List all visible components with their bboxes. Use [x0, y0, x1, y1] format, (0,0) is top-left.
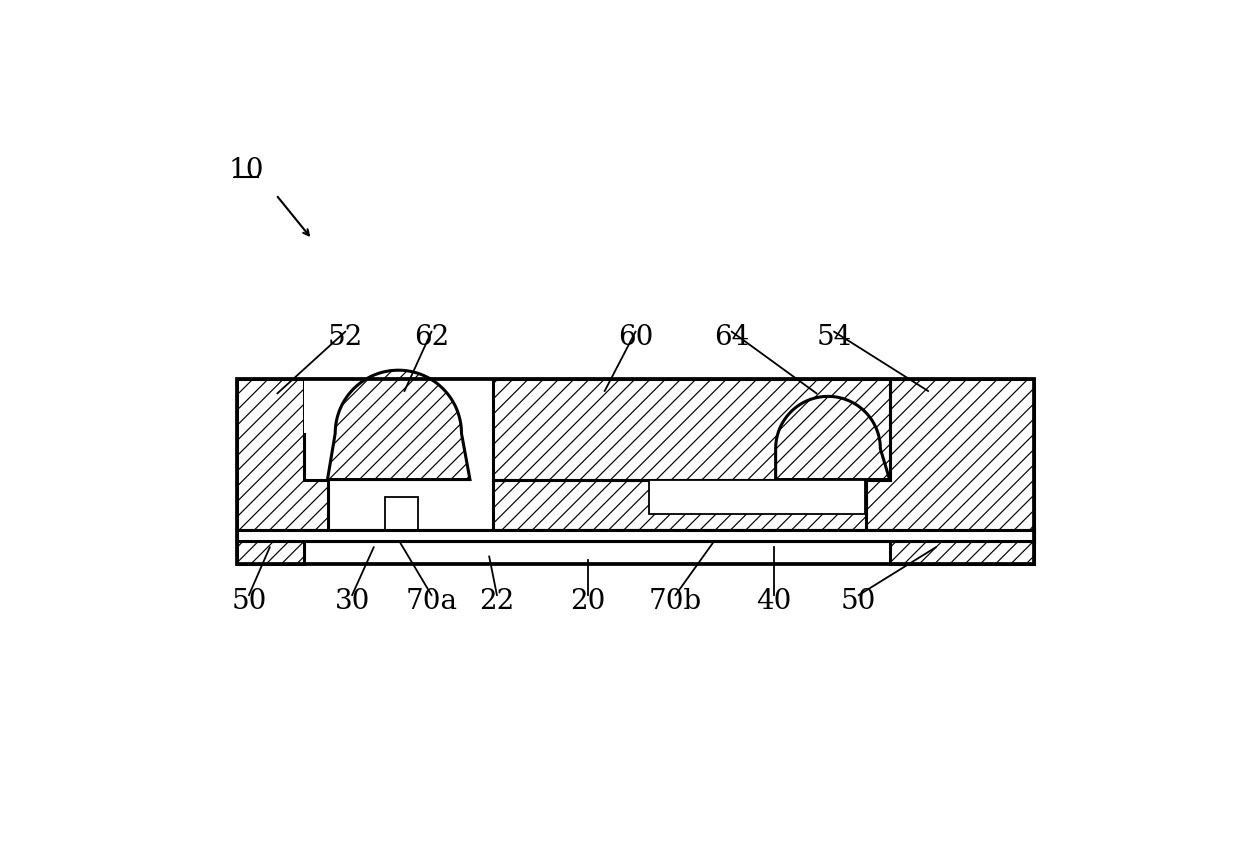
- Text: 30: 30: [335, 588, 370, 614]
- Polygon shape: [776, 396, 889, 480]
- Bar: [237, 379, 1034, 564]
- Polygon shape: [237, 379, 327, 564]
- Text: 22: 22: [480, 588, 515, 614]
- Polygon shape: [867, 379, 1034, 564]
- Text: 40: 40: [756, 588, 792, 614]
- Text: 10: 10: [229, 157, 264, 183]
- Bar: [237, 530, 1034, 541]
- Text: 54: 54: [816, 325, 852, 351]
- Text: 20: 20: [570, 588, 605, 614]
- Text: 60: 60: [618, 325, 653, 351]
- Text: 64: 64: [714, 325, 749, 351]
- Text: 50: 50: [841, 588, 877, 614]
- Text: 52: 52: [327, 325, 363, 351]
- Bar: [304, 379, 327, 434]
- Bar: [237, 530, 1034, 541]
- Bar: [641, 530, 873, 538]
- Polygon shape: [494, 480, 867, 530]
- Bar: [386, 498, 418, 530]
- Text: 70b: 70b: [649, 588, 702, 614]
- Bar: [376, 530, 428, 538]
- Text: 50: 50: [232, 588, 267, 614]
- Text: 62: 62: [414, 325, 449, 351]
- Text: 70a: 70a: [405, 588, 458, 614]
- Bar: [237, 379, 1034, 564]
- Bar: [650, 480, 866, 515]
- Polygon shape: [494, 379, 889, 480]
- Polygon shape: [327, 371, 470, 480]
